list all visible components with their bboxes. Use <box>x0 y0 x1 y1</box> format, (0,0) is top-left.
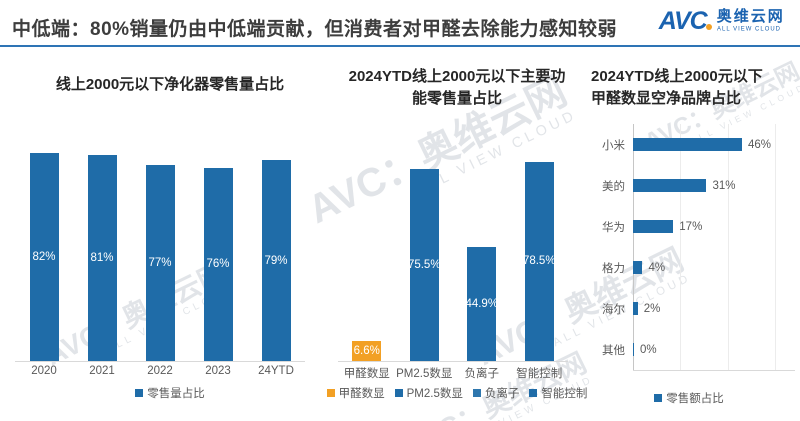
category-label: 2022 <box>147 365 173 377</box>
legend-label: 零售量占比 <box>147 388 205 400</box>
bar-value-label: 77% <box>148 257 172 270</box>
chart-title: 2024YTD线上2000元以下主要功 能零售量占比 <box>348 68 566 107</box>
bar-value-label: 81% <box>90 252 114 265</box>
bar-value-label: 78.5% <box>522 255 556 268</box>
bar-plot: 6.6% 75.5% 44.9% 78.5% <box>338 150 568 362</box>
legend-label: 零售额占比 <box>666 393 724 405</box>
category-label: 美的 <box>602 180 625 193</box>
category-label: 格力 <box>602 262 625 275</box>
bar-2022: 77% <box>145 165 175 361</box>
bar-value-label: 6.6% <box>353 345 380 357</box>
legend-key-icon <box>394 389 403 397</box>
category-label: 24YTD <box>258 365 294 377</box>
bar-PM2.5数显: 75.5% <box>408 169 441 361</box>
bar-海尔 <box>633 302 638 315</box>
category-label: 甲醛数显 <box>343 368 390 380</box>
bar-负离子: 44.9% <box>465 246 498 361</box>
bar-24YTD: 79% <box>261 160 291 361</box>
bar-小米 <box>633 138 743 151</box>
legend-item-PM2.5数显: PM2.5数显 <box>394 385 463 401</box>
hbar-row-美的: 美的 31% <box>602 165 795 206</box>
bar-智能控制: 78.5% <box>523 161 556 361</box>
hbar-plot: 小米 46% 美的 31% 华为 17% 格力 4% 海尔 2% 其他 0% <box>602 124 795 371</box>
bar-value-label: 44.9% <box>465 297 499 310</box>
legend-item-零售额占比: 零售额占比 <box>654 390 724 406</box>
logo-tagline: ALL VIEW CLOUD <box>716 25 781 32</box>
bar-value-label: 76% <box>206 258 230 271</box>
gridline <box>775 124 777 370</box>
category-label: 2023 <box>205 365 231 377</box>
chart-feature-volume-share: 2024YTD线上2000元以下主要功 能零售量占比 6.6% 75.5% 44.9… <box>326 60 587 410</box>
bar-value-label: 46% <box>748 138 772 151</box>
bar-美的 <box>633 179 707 192</box>
bar-value-label: 31% <box>712 179 736 192</box>
legend-key-icon <box>472 389 481 397</box>
hbar-row-其他: 其他 0% <box>602 329 795 370</box>
bar-plot: 82% 81% 77% 76% 79% <box>15 150 305 362</box>
category-axis: 2020 2021 2022 2023 24YTD <box>15 365 305 377</box>
category-label: 小米 <box>602 139 625 152</box>
bar-value-label: 2% <box>643 302 661 315</box>
category-label: 2020 <box>31 365 57 377</box>
legend-label: 甲醛数显 <box>338 388 385 400</box>
legend-label: PM2.5数显 <box>406 388 463 400</box>
category-label: 2021 <box>89 365 115 377</box>
bar-格力 <box>633 261 643 274</box>
bar-华为 <box>633 220 674 233</box>
legend-label: 智能控制 <box>541 388 588 400</box>
bar-value-label: 0% <box>640 343 657 356</box>
logo-name: 奥维云网 <box>716 8 785 26</box>
avc-logo: AVC 奥维云网 ALL VIEW CLOUD <box>659 9 792 34</box>
chart-legend: 零售量占比 <box>15 385 325 401</box>
bar-其他 <box>633 343 634 356</box>
legend-label: 负离子 <box>484 388 520 400</box>
slide-header: 中低端：80%销量仍由中低端贡献，但消费者对甲醛去除能力感知较弱 AVC 奥维云… <box>0 0 800 47</box>
chart-legend: 零售额占比 <box>583 390 795 406</box>
legend-key-icon <box>326 389 335 397</box>
category-label: 海尔 <box>602 303 625 316</box>
bar-value-label: 17% <box>679 220 703 233</box>
bar-value-label: 4% <box>648 261 666 274</box>
category-label: PM2.5数显 <box>396 368 453 380</box>
category-label: 负离子 <box>464 368 500 380</box>
legend-key-icon <box>135 389 144 397</box>
legend-item-负离子: 负离子 <box>472 385 520 401</box>
category-label: 其他 <box>602 344 625 357</box>
gridline <box>727 124 729 370</box>
legend-item-智能控制: 智能控制 <box>529 385 587 401</box>
category-label: 华为 <box>602 221 625 234</box>
chart-legend: 甲醛数显 PM2.5数显 负离子 智能控制 <box>326 385 587 401</box>
bar-value-label: 79% <box>264 254 288 267</box>
chart-brand-value-share: 2024YTD线上2000元以下 甲醛数显空净品牌占比 小米 46% 美的 31% 华为… <box>583 60 795 410</box>
hbar-row-海尔: 海尔 2% <box>602 288 795 329</box>
bar-2021: 81% <box>87 155 117 361</box>
bar-甲醛数显: 6.6% <box>352 341 382 361</box>
hbar-row-华为: 华为 17% <box>602 206 795 247</box>
chart-under2000-volume-share: 线上2000元以下净化器零售量占比 82% 81% 77% 76% 79% 2020 20… <box>15 60 325 410</box>
legend-item-甲醛数显: 甲醛数显 <box>326 385 385 401</box>
bar-2020: 82% <box>29 152 59 361</box>
hbar-row-小米: 小米 46% <box>602 124 795 165</box>
legend-key-icon <box>529 389 538 397</box>
category-axis: 甲醛数显 PM2.5数显 负离子 智能控制 <box>338 365 568 381</box>
bar-value-label: 82% <box>32 250 56 263</box>
bar-2023: 76% <box>203 167 233 361</box>
bar-value-label: 75.5% <box>407 259 441 272</box>
legend-key-icon <box>654 394 663 402</box>
chart-title: 线上2000元以下净化器零售量占比 <box>55 76 285 93</box>
category-label: 智能控制 <box>516 368 563 380</box>
hbar-row-格力: 格力 4% <box>602 247 795 288</box>
legend-item-零售量占比: 零售量占比 <box>135 385 205 401</box>
logo-acronym: AVC <box>658 7 708 35</box>
page-title: 中低端：80%销量仍由中低端贡献，但消费者对甲醛去除能力感知较弱 <box>12 19 618 40</box>
chart-title: 2024YTD线上2000元以下 甲醛数显空净品牌占比 <box>591 68 763 107</box>
y-axis-line <box>633 124 634 370</box>
gridline <box>680 124 682 370</box>
logo-dot-icon <box>705 23 712 30</box>
